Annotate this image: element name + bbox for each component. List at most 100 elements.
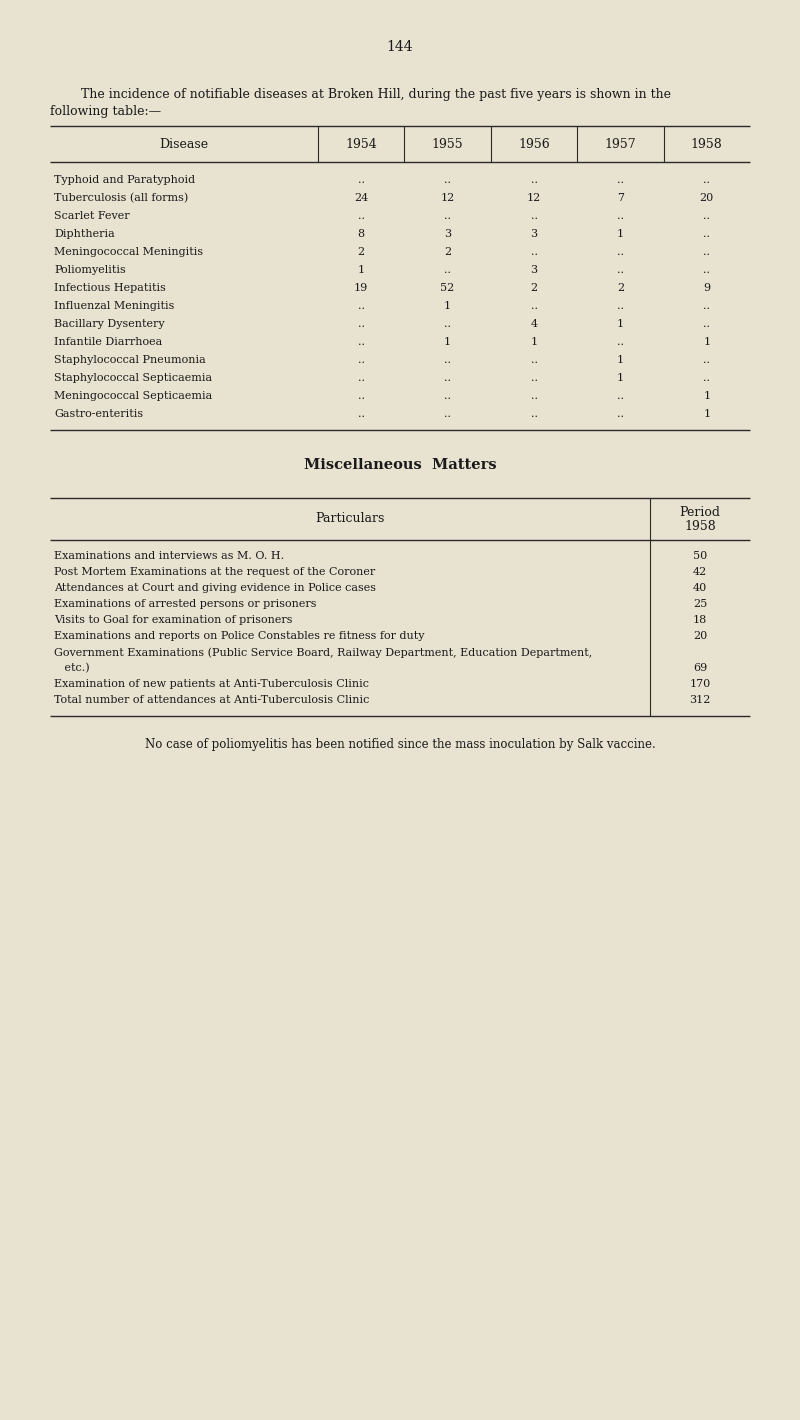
Text: ..: .. <box>703 175 710 185</box>
Text: Influenzal Meningitis: Influenzal Meningitis <box>54 301 174 311</box>
Text: ..: .. <box>617 266 624 275</box>
Text: Poliomyelitis: Poliomyelitis <box>54 266 126 275</box>
Text: 1958: 1958 <box>691 138 722 151</box>
Text: 1958: 1958 <box>684 520 716 532</box>
Text: Infantile Diarrhoea: Infantile Diarrhoea <box>54 337 162 346</box>
Text: ..: .. <box>703 229 710 239</box>
Text: Staphylococcal Septicaemia: Staphylococcal Septicaemia <box>54 373 212 383</box>
Text: ..: .. <box>530 391 538 400</box>
Text: 1: 1 <box>530 337 538 346</box>
Text: ..: .. <box>358 391 365 400</box>
Text: ..: .. <box>444 355 451 365</box>
Text: 42: 42 <box>693 568 707 578</box>
Text: ..: .. <box>703 301 710 311</box>
Text: Government Examinations (Public Service Board, Railway Department, Education Dep: Government Examinations (Public Service … <box>54 648 592 657</box>
Text: 40: 40 <box>693 584 707 594</box>
Text: ..: .. <box>530 247 538 257</box>
Text: ..: .. <box>617 212 624 222</box>
Text: 12: 12 <box>527 193 541 203</box>
Text: following table:—: following table:— <box>50 105 161 118</box>
Text: ..: .. <box>530 212 538 222</box>
Text: 1: 1 <box>444 301 451 311</box>
Text: Period: Period <box>679 506 721 518</box>
Text: 312: 312 <box>690 696 710 706</box>
Text: Bacillary Dysentery: Bacillary Dysentery <box>54 320 165 329</box>
Text: ..: .. <box>703 373 710 383</box>
Text: ..: .. <box>617 301 624 311</box>
Text: 1: 1 <box>617 355 624 365</box>
Text: ..: .. <box>358 301 365 311</box>
Text: 1: 1 <box>444 337 451 346</box>
Text: Staphylococcal Pneumonia: Staphylococcal Pneumonia <box>54 355 206 365</box>
Text: ..: .. <box>358 373 365 383</box>
Text: ..: .. <box>530 301 538 311</box>
Text: ..: .. <box>617 247 624 257</box>
Text: 3: 3 <box>530 266 538 275</box>
Text: ..: .. <box>358 175 365 185</box>
Text: ..: .. <box>358 355 365 365</box>
Text: 1956: 1956 <box>518 138 550 151</box>
Text: 170: 170 <box>690 679 710 689</box>
Text: ..: .. <box>358 337 365 346</box>
Text: Gastro-enteritis: Gastro-enteritis <box>54 409 143 419</box>
Text: ..: .. <box>530 373 538 383</box>
Text: 1: 1 <box>617 373 624 383</box>
Text: Total number of attendances at Anti-Tuberculosis Clinic: Total number of attendances at Anti-Tube… <box>54 696 370 706</box>
Text: 52: 52 <box>441 283 454 293</box>
Text: Particulars: Particulars <box>315 513 385 525</box>
Text: 1: 1 <box>358 266 365 275</box>
Text: ..: .. <box>444 320 451 329</box>
Text: Infectious Hepatitis: Infectious Hepatitis <box>54 283 166 293</box>
Text: ..: .. <box>617 391 624 400</box>
Text: Scarlet Fever: Scarlet Fever <box>54 212 130 222</box>
Text: 25: 25 <box>693 599 707 609</box>
Text: Post Mortem Examinations at the request of the Coroner: Post Mortem Examinations at the request … <box>54 568 375 578</box>
Text: ..: .. <box>530 409 538 419</box>
Text: ..: .. <box>530 355 538 365</box>
Text: ..: .. <box>444 266 451 275</box>
Text: 3: 3 <box>444 229 451 239</box>
Text: 50: 50 <box>693 551 707 561</box>
Text: ..: .. <box>358 212 365 222</box>
Text: ..: .. <box>617 175 624 185</box>
Text: Disease: Disease <box>159 138 209 151</box>
Text: ..: .. <box>444 391 451 400</box>
Text: 2: 2 <box>617 283 624 293</box>
Text: ..: .. <box>617 337 624 346</box>
Text: Meningococcal Meningitis: Meningococcal Meningitis <box>54 247 203 257</box>
Text: ..: .. <box>703 355 710 365</box>
Text: ..: .. <box>444 409 451 419</box>
Text: 4: 4 <box>530 320 538 329</box>
Text: 19: 19 <box>354 283 368 293</box>
Text: 2: 2 <box>358 247 365 257</box>
Text: ..: .. <box>358 320 365 329</box>
Text: Diphtheria: Diphtheria <box>54 229 114 239</box>
Text: Examinations and interviews as M. O. H.: Examinations and interviews as M. O. H. <box>54 551 284 561</box>
Text: Tuberculosis (all forms): Tuberculosis (all forms) <box>54 193 188 203</box>
Text: Typhoid and Paratyphoid: Typhoid and Paratyphoid <box>54 175 195 185</box>
Text: ..: .. <box>444 175 451 185</box>
Text: ..: .. <box>444 212 451 222</box>
Text: 9: 9 <box>703 283 710 293</box>
Text: 3: 3 <box>530 229 538 239</box>
Text: The incidence of notifiable diseases at Broken Hill, during the past five years : The incidence of notifiable diseases at … <box>65 88 671 101</box>
Text: 144: 144 <box>386 40 414 54</box>
Text: ..: .. <box>703 212 710 222</box>
Text: Examinations and reports on Police Constables re fitness for duty: Examinations and reports on Police Const… <box>54 632 425 642</box>
Text: ..: .. <box>358 409 365 419</box>
Text: ..: .. <box>703 320 710 329</box>
Text: 20: 20 <box>700 193 714 203</box>
Text: Attendances at Court and giving evidence in Police cases: Attendances at Court and giving evidence… <box>54 584 376 594</box>
Text: 1: 1 <box>703 337 710 346</box>
Text: ..: .. <box>444 373 451 383</box>
Text: 1955: 1955 <box>432 138 463 151</box>
Text: 1: 1 <box>703 391 710 400</box>
Text: Examinations of arrested persons or prisoners: Examinations of arrested persons or pris… <box>54 599 317 609</box>
Text: Visits to Goal for examination of prisoners: Visits to Goal for examination of prison… <box>54 615 293 625</box>
Text: ..: .. <box>530 175 538 185</box>
Text: 2: 2 <box>530 283 538 293</box>
Text: 7: 7 <box>617 193 624 203</box>
Text: ..: .. <box>703 247 710 257</box>
Text: 1: 1 <box>617 320 624 329</box>
Text: 18: 18 <box>693 615 707 625</box>
